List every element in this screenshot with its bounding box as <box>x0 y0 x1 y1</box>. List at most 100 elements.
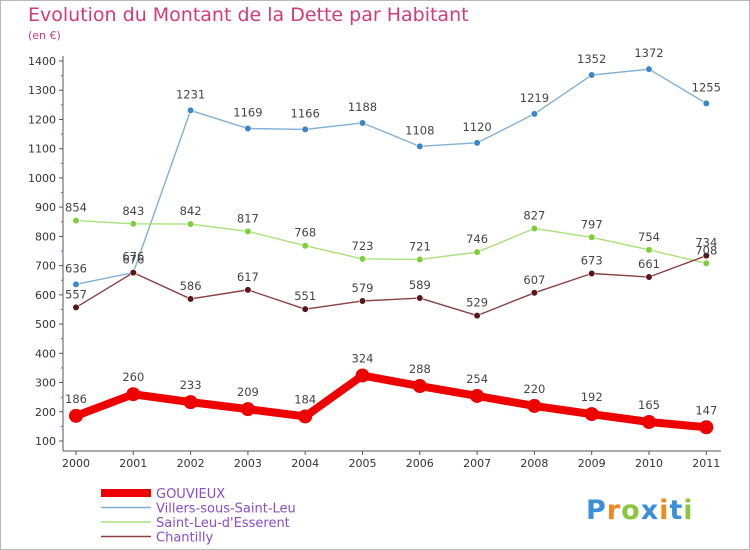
y-tick-label: 300 <box>35 377 56 390</box>
y-tick-label: 1300 <box>28 84 56 97</box>
x-tick-label: 2008 <box>520 457 548 470</box>
data-label: 192 <box>581 390 603 404</box>
y-tick-label: 1000 <box>28 172 56 185</box>
data-point <box>699 420 714 435</box>
data-point <box>129 269 137 277</box>
data-point <box>530 224 539 233</box>
legend-label-chantilly: Chantilly <box>156 531 213 546</box>
data-point <box>645 65 653 73</box>
data-label: 589 <box>409 278 431 292</box>
logo-letter: i <box>683 495 693 526</box>
data-label: 288 <box>409 362 431 376</box>
axes: 100 200 300 400 500 600 700 800 900 1000 1100 1200 1… <box>28 55 721 470</box>
data-label: 768 <box>294 226 316 240</box>
data-point <box>187 220 195 228</box>
data-point <box>358 255 367 263</box>
x-tick-label: 2010 <box>635 457 663 470</box>
data-label: 721 <box>409 239 431 253</box>
data-label: 324 <box>352 352 374 366</box>
data-point <box>358 297 367 305</box>
data-label: 661 <box>638 257 660 271</box>
data-label: 147 <box>695 403 717 417</box>
data-point <box>244 286 252 294</box>
data-point <box>470 388 485 403</box>
data-label: 617 <box>237 270 259 284</box>
data-label: 708 <box>695 243 717 257</box>
data-label: 186 <box>65 392 87 406</box>
data-label: 260 <box>122 370 144 384</box>
x-tick-label: 2007 <box>463 457 491 470</box>
x-tick-label: 2004 <box>291 457 319 470</box>
data-point <box>301 305 309 313</box>
data-label: 220 <box>523 382 545 396</box>
legend-label-gouvieux: GOUVIEUX <box>156 487 225 502</box>
x-tick-label: 2003 <box>234 457 262 470</box>
data-label: 797 <box>581 217 603 231</box>
y-tick-label: 100 <box>35 435 56 448</box>
y-tick-label: 700 <box>35 260 56 273</box>
data-point <box>527 398 542 413</box>
data-point <box>530 289 539 297</box>
data-point <box>416 142 424 150</box>
data-point <box>244 124 252 133</box>
data-point <box>129 220 137 228</box>
logo-letter: P <box>586 495 607 526</box>
data-point <box>126 387 141 402</box>
legend-label-saint-leu-d-esserent: Saint-Leu-d'Esserent <box>156 516 290 531</box>
data-label: 723 <box>352 239 374 253</box>
y-tick-label: 200 <box>35 406 56 419</box>
data-label: 673 <box>581 254 603 268</box>
data-label: 734 <box>695 236 717 250</box>
data-point <box>588 71 596 79</box>
data-labels: 636 676 1231 1169 1166 1188 1108 1120 1219 1352 13… <box>65 46 721 417</box>
data-point <box>301 242 309 250</box>
proxiti-logo-text: Proxiti <box>586 495 694 526</box>
x-tick-label: 2000 <box>62 457 90 470</box>
data-point <box>244 227 252 236</box>
legend: GOUVIEUXVillers-sous-Saint-LeuSaint-Leu-… <box>101 487 296 546</box>
data-label: 746 <box>466 232 488 246</box>
data-label: 1166 <box>291 106 320 120</box>
series-line-chantilly <box>75 254 707 317</box>
data-point <box>642 415 656 429</box>
data-point <box>530 110 539 118</box>
data-label: 842 <box>180 204 202 218</box>
data-label: 165 <box>638 398 660 412</box>
data-point <box>240 402 255 417</box>
data-label: 1231 <box>176 87 205 101</box>
logo-letter: i <box>659 495 669 526</box>
data-label: 1108 <box>405 123 434 137</box>
data-point <box>416 294 424 302</box>
logo-letter: o <box>621 495 641 526</box>
data-label: 529 <box>466 296 488 310</box>
data-label: 579 <box>352 281 374 295</box>
data-label: 551 <box>294 289 316 303</box>
x-tick-label: 2006 <box>406 457 434 470</box>
data-point <box>473 312 481 320</box>
data-label: 254 <box>466 372 488 386</box>
data-label: 1188 <box>348 100 377 114</box>
data-label: 843 <box>122 204 144 218</box>
data-point <box>473 248 481 256</box>
legend-label-villers-sous-saint-leu: Villers-sous-Saint-Leu <box>156 502 296 517</box>
data-point <box>645 273 653 281</box>
proxiti-logo: Proxiti <box>586 495 694 526</box>
series-line-gouvieux <box>72 371 711 432</box>
data-label: 209 <box>237 385 259 399</box>
data-point <box>412 379 427 394</box>
series-layer <box>69 65 714 435</box>
data-point <box>584 407 599 422</box>
data-label: 827 <box>523 208 545 222</box>
data-label: 607 <box>523 273 545 287</box>
data-label: 817 <box>237 211 259 225</box>
data-label: 1120 <box>462 120 491 134</box>
x-tick-label: 2011 <box>692 457 720 470</box>
data-point <box>358 119 367 127</box>
data-point <box>298 409 313 424</box>
y-tick-label: 900 <box>35 201 56 214</box>
data-point <box>473 139 481 147</box>
data-point <box>702 99 710 107</box>
x-tick-label: 2001 <box>119 457 147 470</box>
series-line-saint-leu-d-esserent <box>75 219 707 264</box>
